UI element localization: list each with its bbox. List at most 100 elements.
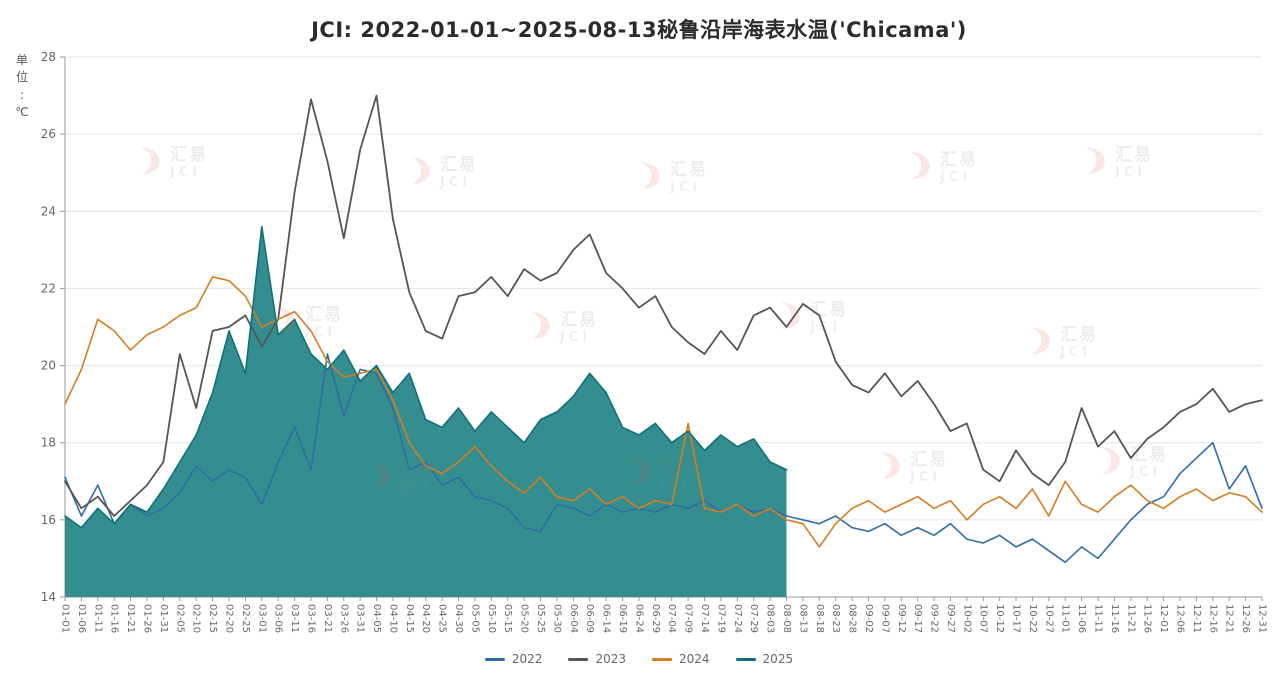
y-axis-unit-char: : xyxy=(19,87,25,102)
y-axis-unit-char: 单 xyxy=(15,53,28,67)
x-tick-label: 05-20 xyxy=(519,604,530,633)
x-tick-label: 07-29 xyxy=(748,604,759,633)
x-tick-label: 02-20 xyxy=(223,604,234,633)
x-tick-label: 12-06 xyxy=(1175,604,1186,633)
legend-item-2023[interactable]: 2023 xyxy=(568,652,626,666)
x-tick-label: 08-13 xyxy=(797,604,808,633)
y-axis-unit-char: 位 xyxy=(15,70,28,85)
x-tick-label: 08-28 xyxy=(847,604,858,633)
x-tick-label: 07-04 xyxy=(666,604,677,633)
legend-marker-2023 xyxy=(568,657,589,661)
legend-marker-2022 xyxy=(484,657,505,661)
x-tick-label: 06-19 xyxy=(617,604,628,633)
x-tick-label: 01-26 xyxy=(141,604,152,633)
x-tick-label: 03-11 xyxy=(289,604,300,633)
x-tick-label: 12-31 xyxy=(1257,604,1268,633)
y-tick-label: 18 xyxy=(41,436,56,450)
legend-item-2022[interactable]: 2022 xyxy=(484,652,543,666)
x-tick-label: 07-24 xyxy=(732,604,743,633)
x-tick-label: 01-01 xyxy=(60,604,71,633)
x-tick-label: 02-25 xyxy=(240,604,251,633)
x-tick-label: 05-30 xyxy=(551,604,562,633)
x-tick-label: 07-14 xyxy=(699,604,710,633)
x-tick-label: 10-27 xyxy=(1043,604,1054,633)
series-area-2025 xyxy=(65,226,787,597)
x-tick-label: 02-15 xyxy=(207,604,218,633)
y-tick-label: 28 xyxy=(41,50,56,64)
legend-item-2024[interactable]: 2024 xyxy=(652,652,710,666)
x-tick-label: 09-07 xyxy=(879,604,890,633)
x-tick-label: 04-25 xyxy=(437,604,448,633)
y-tick-label: 16 xyxy=(41,513,56,527)
x-tick-label: 10-02 xyxy=(961,604,972,633)
legend-label-2024: 2024 xyxy=(679,652,710,666)
x-tick-label: 12-16 xyxy=(1207,604,1218,633)
y-axis-unit-char: ℃ xyxy=(15,105,29,120)
x-tick-label: 11-11 xyxy=(1093,604,1104,633)
x-tick-label: 11-01 xyxy=(1060,604,1071,633)
x-tick-label: 03-21 xyxy=(322,604,333,633)
legend-item-2025[interactable]: 2025 xyxy=(735,652,794,666)
x-tick-label: 11-06 xyxy=(1076,604,1087,633)
x-tick-label: 11-21 xyxy=(1125,604,1136,633)
x-tick-label: 09-27 xyxy=(945,604,956,633)
x-tick-label: 03-06 xyxy=(273,604,284,633)
y-axis-unit-label: 单位: ℃ xyxy=(14,52,30,122)
x-tick-label: 03-16 xyxy=(305,604,316,633)
x-tick-label: 05-10 xyxy=(486,604,497,633)
legend-label-2023: 2023 xyxy=(595,652,626,666)
x-tick-label: 09-12 xyxy=(896,604,907,633)
chart-title: JCI: 2022-01-01~2025-08-13秘鲁沿岸海表水温('Chic… xyxy=(311,18,967,42)
x-tick-label: 01-31 xyxy=(158,604,169,633)
series-line-2022 xyxy=(64,353,1263,564)
x-tick-label: 01-06 xyxy=(76,604,87,633)
x-tick-label: 11-26 xyxy=(1142,604,1153,633)
x-tick-label: 12-26 xyxy=(1240,604,1251,633)
x-tick-label: 02-05 xyxy=(174,604,185,633)
x-tick-label: 08-08 xyxy=(781,604,792,633)
x-tick-label: 04-10 xyxy=(387,604,398,633)
x-tick-label: 10-17 xyxy=(1011,604,1022,633)
y-tick-label: 26 xyxy=(41,127,56,141)
legend-label-2022: 2022 xyxy=(511,652,543,666)
y-tick-label: 24 xyxy=(41,204,56,218)
x-tick-label: 05-15 xyxy=(502,604,513,633)
x-tick-label: 09-02 xyxy=(863,604,874,633)
x-tick-label: 05-05 xyxy=(469,604,480,633)
x-tick-label: 05-25 xyxy=(535,604,546,633)
x-tick-label: 01-16 xyxy=(109,604,120,633)
y-tick-label: 22 xyxy=(41,281,56,295)
x-tick-label: 12-11 xyxy=(1191,604,1202,633)
x-tick-label: 06-29 xyxy=(650,604,661,633)
x-tick-label: 08-23 xyxy=(830,604,841,633)
y-tick-label: 20 xyxy=(41,359,56,373)
x-tick-label: 04-05 xyxy=(371,604,382,633)
legend-marker-2025 xyxy=(735,657,756,661)
x-tick-label: 09-22 xyxy=(929,604,940,633)
series-line-2023 xyxy=(64,94,1263,517)
x-tick-label: 10-22 xyxy=(1027,604,1038,633)
x-tick-label: 03-26 xyxy=(338,604,349,633)
x-tick-label: 09-17 xyxy=(912,604,923,633)
x-tick-label: 03-01 xyxy=(256,604,267,633)
x-tick-label: 08-03 xyxy=(765,604,776,633)
x-tick-label: 08-18 xyxy=(814,604,825,633)
x-tick-label: 01-11 xyxy=(92,604,103,633)
x-tick-label: 12-21 xyxy=(1224,604,1235,633)
x-tick-label: 06-14 xyxy=(601,604,612,633)
x-tick-label: 11-16 xyxy=(1109,604,1120,633)
series-line-2024 xyxy=(64,276,1263,548)
x-tick-label: 04-20 xyxy=(420,604,431,633)
series-line-2025 xyxy=(64,225,788,529)
x-tick-label: 12-01 xyxy=(1158,604,1169,633)
x-tick-label: 04-15 xyxy=(404,604,415,633)
legend-label-2025: 2025 xyxy=(762,652,794,666)
x-tick-label: 03-31 xyxy=(355,604,366,633)
x-tick-label: 06-09 xyxy=(584,604,595,633)
x-tick-label: 06-04 xyxy=(568,604,579,633)
x-tick-label: 04-30 xyxy=(453,604,464,633)
x-tick-label: 01-21 xyxy=(125,604,136,633)
x-tick-label: 10-07 xyxy=(978,604,989,633)
